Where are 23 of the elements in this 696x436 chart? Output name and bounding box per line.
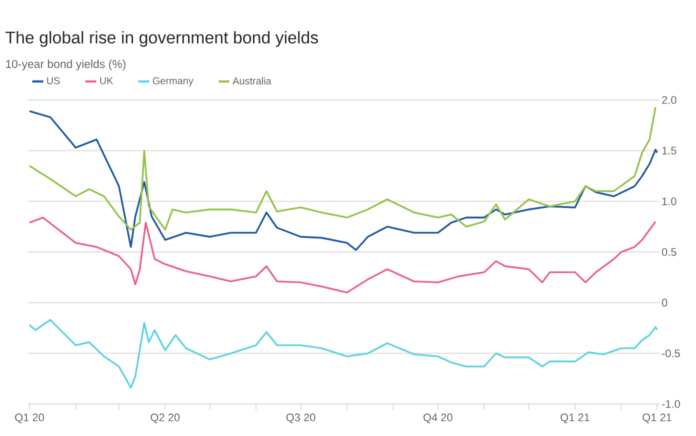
y-tick-label: 0 (662, 298, 668, 307)
legend-label: US (47, 77, 60, 84)
legend-label: Australia (232, 77, 272, 84)
chart-subtitle: 10-year bond yields (%) (6, 60, 126, 70)
x-tick-label: Q3 20 (286, 414, 316, 424)
y-tick-label: 2.0 (662, 96, 676, 104)
line-series (28, 216, 656, 294)
y-tick-label: 1.5 (662, 146, 676, 154)
y-tick-label: -1.0 (662, 400, 680, 408)
chart-title: The global rise in government bond yields (6, 31, 318, 47)
y-tick-label: 1.0 (662, 197, 676, 206)
x-tick-label: Q1 20 (15, 414, 44, 424)
y-tick-label: 0.5 (662, 248, 676, 256)
line-series (28, 106, 656, 231)
legend-label: Germany (152, 77, 194, 86)
x-tick-label: Q1 21 (642, 414, 672, 424)
line-series (28, 318, 658, 389)
legend-label: UK (100, 77, 114, 84)
x-tick-label: Q4 20 (424, 414, 452, 424)
line-series (28, 110, 658, 251)
x-tick-label: Q2 20 (150, 414, 180, 424)
x-tick-label: Q1 21 (560, 414, 590, 424)
y-tick-label: -0.5 (662, 349, 680, 358)
